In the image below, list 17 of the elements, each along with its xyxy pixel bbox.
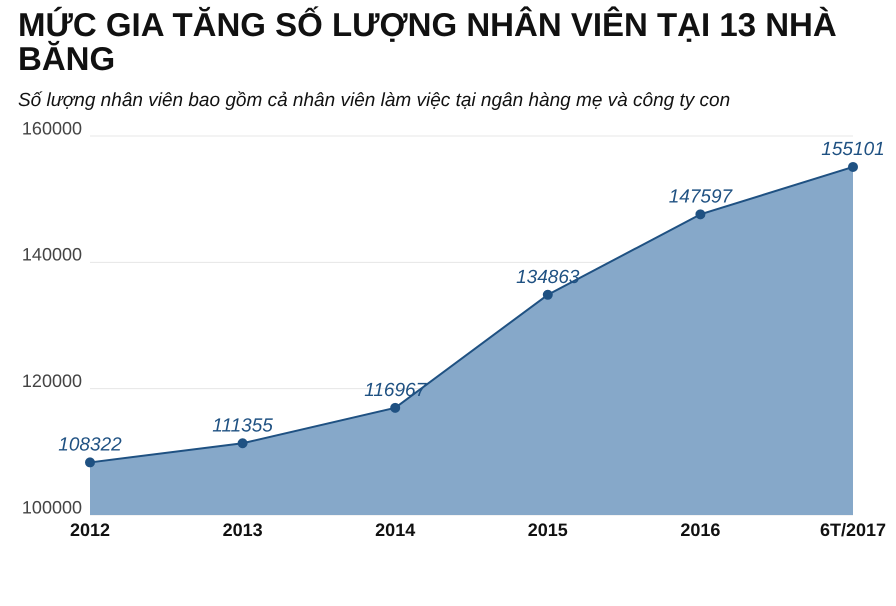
- data-label: 108322: [58, 434, 122, 456]
- x-tick-label: 2013: [222, 520, 263, 540]
- y-tick-label: 120000: [22, 371, 82, 392]
- data-label: 155101: [821, 138, 885, 160]
- data-label: 147597: [668, 186, 734, 208]
- y-tick-label: 160000: [22, 118, 82, 138]
- x-tick-label: 2012: [70, 520, 110, 540]
- y-tick-label: 140000: [22, 244, 82, 265]
- y-tick-label: 100000: [22, 497, 82, 518]
- chart-subtitle: Số lượng nhân viên bao gồm cả nhân viên làm việc tại ngân hàng mẹ và công ty con: [17, 90, 732, 113]
- x-tick-label: 2016: [680, 520, 720, 540]
- x-tick-label: 6T/2017: [820, 520, 886, 540]
- x-tick-label: 2014: [375, 520, 416, 540]
- data-label: 111355: [212, 415, 274, 436]
- x-tick-label: 2015: [528, 520, 568, 540]
- data-label: 134863: [516, 266, 580, 288]
- chart-title: MỨC GIA TĂNG SỐ LƯỢNG NHÂN VIÊN TẠI 13 NHÀ BĂNG: [17, 6, 838, 77]
